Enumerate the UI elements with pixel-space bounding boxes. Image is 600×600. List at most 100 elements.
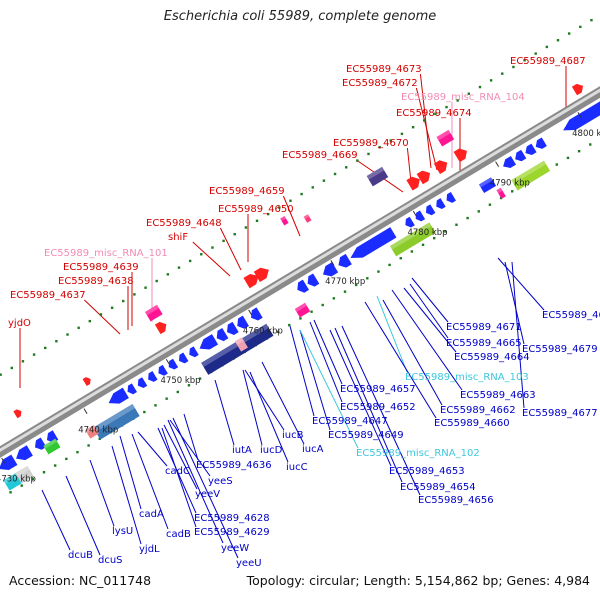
tick-label: 4780 kbp [407,228,447,238]
feature-label-EC55989_4639[interactable]: EC55989_4639 [63,262,139,273]
tick-label: 4800 kbp [572,129,600,139]
feature-label-EC55989_4674[interactable]: EC55989_4674 [396,108,472,119]
reverse-gene-27 [535,137,547,149]
feature-label-EC55989_4664[interactable]: EC55989_4664 [454,352,530,363]
feature-label-iucA[interactable]: iucA [302,444,324,455]
reverse-gene-0 [0,454,18,470]
tick-label: 4770 kbp [325,277,365,287]
feature-label-EC55989_misc_RNA_103[interactable]: EC55989_misc_RNA_103 [405,372,529,383]
feature-label-EC55989_4662[interactable]: EC55989_4662 [440,405,516,416]
feature-label-yjdL[interactable]: yjdL [139,544,160,555]
feature-label-yeeV[interactable]: yeeV [195,489,220,500]
forward-gene-1 [82,377,91,386]
feature-label-iucB[interactable]: iucB [282,430,304,441]
feature-label-iucC[interactable]: iucC [286,462,308,473]
feature-label-EC55989_4659[interactable]: EC55989_4659 [209,186,285,197]
feature-label-EC55989_4652[interactable]: EC55989_4652 [340,402,416,413]
feature-label-EC55989_4657[interactable]: EC55989_4657 [340,384,416,395]
feature-label-yeeW[interactable]: yeeW [221,543,249,554]
feature-label-EC55989_4628[interactable]: EC55989_4628 [194,513,270,524]
feature-label-dcuS[interactable]: dcuS [98,555,123,566]
forward-gene-2 [154,321,167,335]
feature-label-EC55989_4653[interactable]: EC55989_4653 [389,466,465,477]
feature-label-lysU[interactable]: lysU [112,526,133,537]
feature-label-shiF[interactable]: shiF [168,232,188,243]
feature-label-EC55989_4660[interactable]: EC55989_4660 [434,418,510,429]
misc-rna-feature-small-3 [496,187,506,199]
steelblue-block [93,403,140,440]
reverse-gene-extra-1 [178,352,189,364]
feature-label-cadA[interactable]: cadA [139,509,164,520]
misc-rna-feature-102 [294,302,311,318]
reverse-gene-16 [323,262,339,277]
reverse-gene-9 [199,334,219,350]
feature-label-EC55989_4677[interactable]: EC55989_4677 [522,408,598,419]
feature-label-EC55989_4650[interactable]: EC55989_4650 [218,204,294,215]
reverse-gene-22 [436,198,446,210]
feature-label-EC55989_4687[interactable]: EC55989_4687 [510,56,586,67]
reverse-gene-1 [16,445,33,461]
reverse-gene-6 [137,377,148,389]
feature-label-EC55989_4678[interactable]: EC55989_4678 [542,310,600,321]
feature-label-EC55989_4679[interactable]: EC55989_4679 [522,344,598,355]
forward-gene-3 [243,273,259,289]
green-block-2 [389,222,436,257]
feature-label-EC55989_misc_RNA_101[interactable]: EC55989_misc_RNA_101 [44,248,168,259]
reverse-gene-23 [446,192,456,203]
feature-label-cadB[interactable]: cadB [166,529,191,540]
feature-label-EC55989_4636[interactable]: EC55989_4636 [196,460,272,471]
forward-gene-8 [453,148,467,163]
pink-block-inner [234,337,248,352]
feature-label-dcuB[interactable]: dcuB [68,550,93,561]
feature-label-EC55989_4649[interactable]: EC55989_4649 [328,430,404,441]
feature-label-EC55989_4637[interactable]: EC55989_4637 [10,290,86,301]
dark-navy-block [201,323,274,375]
feature-label-cadC[interactable]: cadC [165,466,190,477]
forward-gene-0 [13,409,22,419]
feature-label-EC55989_4669[interactable]: EC55989_4669 [282,150,358,161]
reverse-gene-extra-0 [168,358,179,370]
misc-rna-feature-104 [436,129,455,147]
tick-label: 4790 kbp [490,178,530,188]
reverse-gene-15 [307,273,320,287]
tick-label: 4740 kbp [78,425,118,435]
misc-rna-feature-small-2 [303,214,312,223]
feature-label-EC55989_4673[interactable]: EC55989_4673 [346,64,422,75]
feature-label-EC55989_4672[interactable]: EC55989_4672 [342,78,418,89]
misc-rna-feature-small-1 [280,216,289,226]
reverse-gene-5 [127,383,137,395]
feature-label-EC55989_4647[interactable]: EC55989_4647 [312,416,388,427]
feature-label-iucD[interactable]: iucD [260,445,283,456]
reverse-gene-8 [158,364,168,376]
feature-label-EC55989_4656[interactable]: EC55989_4656 [418,495,494,506]
feature-label-yeeS[interactable]: yeeS [208,476,233,487]
accession-text: Accession: NC_011748 [9,573,152,588]
gc-dot-ring-outer [0,18,593,376]
feature-label-iutA[interactable]: iutA [232,445,252,456]
feature-label-yeeU[interactable]: yeeU [236,558,262,569]
reverse-gene-17 [338,253,352,268]
feature-label-EC55989_4638[interactable]: EC55989_4638 [58,276,134,287]
green-block-3 [511,160,551,191]
reverse-gene-13 [251,307,263,321]
feature-label-EC55989_4671[interactable]: EC55989_4671 [446,322,522,333]
reverse-gene-7 [148,371,158,382]
feature-label-yjdO[interactable]: yjdO [8,318,31,329]
feature-label-EC55989_4629[interactable]: EC55989_4629 [194,527,270,538]
feature-label-EC55989_misc_RNA_102[interactable]: EC55989_misc_RNA_102 [356,448,480,459]
reverse-gene-14 [297,279,309,293]
reverse-gene-24 [503,155,516,168]
feature-label-EC55989_4663[interactable]: EC55989_4663 [460,390,536,401]
forward-gene-5 [406,176,420,191]
feature-label-EC55989_4665[interactable]: EC55989_4665 [446,338,522,349]
topology-info-text: Topology: circular; Length: 5,154,862 bp… [246,573,590,588]
feature-label-EC55989_4648[interactable]: EC55989_4648 [146,218,222,229]
feature-label-EC55989_4670[interactable]: EC55989_4670 [333,138,409,149]
tick-label: 4760 kbp [243,327,283,337]
forward-gene-7 [433,160,448,174]
green-block-1 [43,438,61,455]
salmon-block [85,424,99,439]
reverse-gene-28 [563,99,600,131]
feature-label-EC55989_4654[interactable]: EC55989_4654 [400,482,476,493]
feature-label-EC55989_misc_RNA_104[interactable]: EC55989_misc_RNA_104 [401,92,525,103]
